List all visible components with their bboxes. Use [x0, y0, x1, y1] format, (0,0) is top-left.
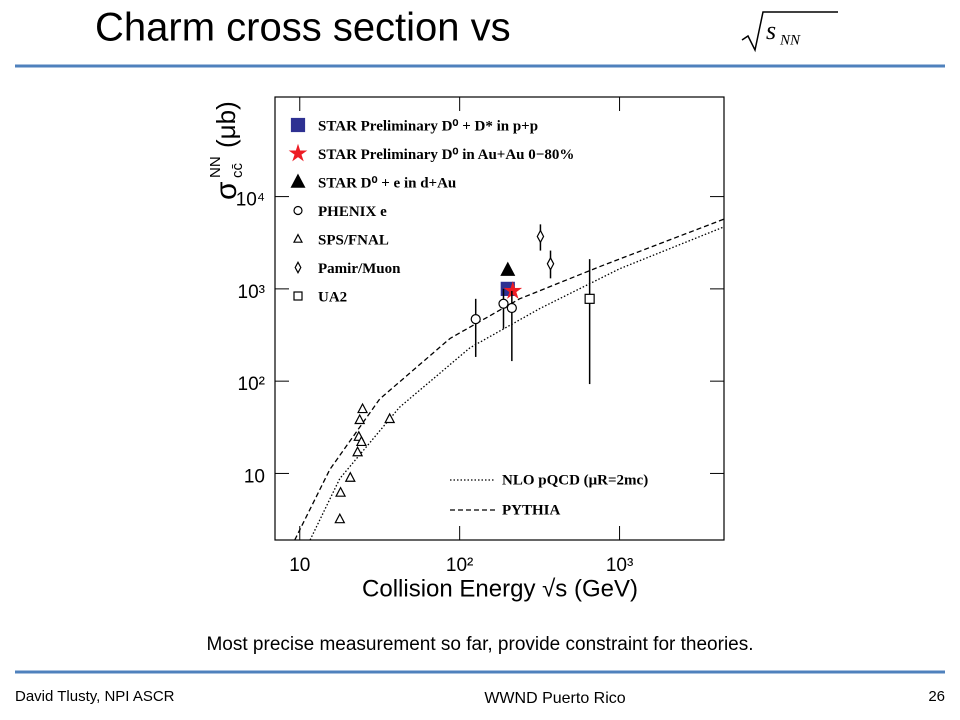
marker-triangle [293, 233, 303, 243]
marker-triangle [355, 435, 367, 447]
legend-label: STAR D⁰ + e in d+Au [318, 175, 456, 191]
y-axis-label: σ NN cc̄ (μb) [207, 101, 246, 200]
legend-label: PYTHIA [502, 502, 561, 518]
slide-title: Charm cross section vs [95, 6, 511, 50]
x-tick-label: 10 [289, 555, 310, 576]
marker-triangle [384, 412, 396, 424]
marker-triangle [290, 173, 306, 188]
marker-circle [293, 205, 303, 216]
legend-label: STAR Preliminary D⁰ in Au+Au 0−80% [318, 147, 574, 163]
footer-center: WWND Puerto Rico [484, 690, 625, 707]
y-tick-label: 10 [244, 466, 265, 487]
marker-triangle [352, 445, 364, 457]
marker-diamond [294, 261, 302, 274]
footer-left: David Tlusty, NPI ASCR [15, 688, 175, 705]
y-tick-label: 10² [238, 374, 265, 395]
marker-circle [498, 298, 509, 309]
marker-triangle [335, 486, 347, 497]
y-label-sup: NN [207, 156, 224, 178]
title-variable: s [766, 16, 776, 45]
marker-star [288, 143, 308, 162]
plot-frame [274, 96, 725, 541]
y-tick-label: 10³ [238, 282, 265, 303]
marker-triangle [500, 261, 516, 276]
x-tick-label: 10² [446, 555, 473, 576]
title-subscript: NN [779, 32, 801, 48]
legend-label: PHENIX e [318, 204, 387, 220]
marker-triangle [354, 413, 366, 425]
legend-label: STAR Preliminary D⁰ + D* in p+p [318, 118, 538, 134]
marker-circle [506, 302, 517, 314]
marker-diamond [546, 256, 555, 271]
model-curve [294, 218, 725, 541]
marker-triangle [344, 471, 356, 482]
page-number: 26 [928, 688, 945, 705]
marker-triangle [334, 512, 346, 524]
x-tick-label: 10³ [606, 555, 633, 576]
legend-label: Pamir/Muon [318, 261, 401, 277]
marker-circle [470, 314, 481, 325]
marker-square [293, 291, 303, 301]
marker-square [290, 117, 306, 133]
y-tick-label: 10⁴ [236, 190, 265, 211]
marker-triangle [357, 402, 369, 414]
caption: Most precise measurement so far, provide… [206, 634, 753, 655]
marker-square [584, 293, 595, 304]
model-curve [309, 226, 725, 541]
legend-label: SPS/FNAL [318, 232, 389, 248]
y-label-sub: cc̄ [229, 163, 246, 179]
marker-star [503, 281, 523, 299]
chart: 10 10² 10³ 10 10² 10³ 10⁴ Collision Energy √s (… [207, 96, 725, 602]
marker-diamond [536, 229, 545, 244]
y-label-unit: (μb) [211, 101, 241, 148]
y-label-symbol: σ [210, 181, 243, 200]
radical [741, 11, 838, 53]
legend-label: NLO pQCD (μR=2mc) [502, 472, 648, 488]
legend-label: UA2 [318, 289, 347, 305]
x-axis-label: Collision Energy √s (GeV) [362, 575, 638, 602]
